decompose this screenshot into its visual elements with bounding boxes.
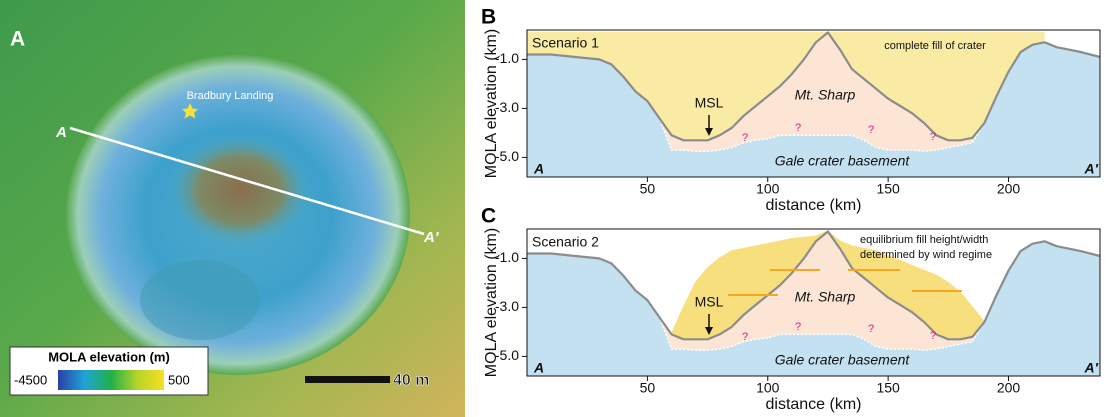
- x-axis-title: distance (km): [765, 197, 861, 214]
- scenario-title: Scenario 2: [532, 234, 599, 250]
- annotation: ?: [742, 132, 748, 144]
- annotation: ?: [930, 131, 936, 143]
- annotation: complete fill of crater: [884, 40, 986, 52]
- y-axis-title: MOLA elevation (km): [483, 29, 500, 178]
- annotation: ?: [795, 122, 801, 134]
- x-tick-label: 200: [997, 181, 1021, 197]
- crater-floor: [140, 260, 260, 340]
- map-panel: A Bradbury Landing A A′ MOLA elevation (…: [0, 0, 465, 417]
- annotation: determined by wind regime: [860, 249, 992, 261]
- annotation: Gale crater basement: [775, 352, 911, 368]
- scale-bar: [305, 376, 390, 383]
- x-axis-title: distance (km): [765, 396, 861, 413]
- x-tick-label: 50: [640, 181, 656, 197]
- landing-label: Bradbury Landing: [187, 90, 274, 102]
- legend-ramp: [58, 370, 164, 390]
- annotation: MSL: [695, 294, 724, 310]
- x-tick-label: 100: [756, 181, 780, 197]
- annotation: ?: [742, 331, 748, 343]
- scale-label: 40 m: [393, 372, 429, 389]
- annotation: Mt. Sharp: [795, 289, 856, 305]
- legend-max: 500: [168, 372, 190, 387]
- legend-title: MOLA elevation (m): [48, 349, 170, 364]
- annotation: ?: [868, 323, 874, 335]
- figure: A Bradbury Landing A A′ MOLA elevation (…: [0, 0, 1111, 417]
- annotation: A′: [1084, 161, 1099, 177]
- panel-letter: B: [481, 6, 496, 29]
- annotation: Mt. Sharp: [795, 87, 856, 103]
- annotation: ?: [930, 330, 936, 342]
- x-tick-label: 100: [756, 380, 780, 396]
- x-tick-label: 50: [640, 380, 656, 396]
- annotation: Gale crater basement: [775, 153, 911, 169]
- annotation: A′: [1084, 360, 1099, 376]
- panel-letter: C: [481, 205, 496, 228]
- annotation: ?: [795, 321, 801, 333]
- annotation: ?: [868, 124, 874, 136]
- x-tick-label: 150: [876, 181, 900, 197]
- annotation: A: [533, 161, 544, 177]
- annotation: MSL: [695, 95, 724, 111]
- profile-start: A: [55, 124, 67, 141]
- x-tick-label: 150: [876, 380, 900, 396]
- y-axis-title: MOLA elevation (km): [483, 228, 500, 377]
- annotation: equilibrium fill height/width: [860, 234, 988, 246]
- x-tick-label: 200: [997, 380, 1021, 396]
- scenario-title: Scenario 1: [532, 35, 599, 51]
- panel-letter: A: [10, 28, 25, 51]
- annotation: A: [533, 360, 544, 376]
- mt-sharp-map: [170, 135, 310, 245]
- legend-min: -4500: [14, 372, 47, 387]
- profile-end: A′: [423, 229, 440, 246]
